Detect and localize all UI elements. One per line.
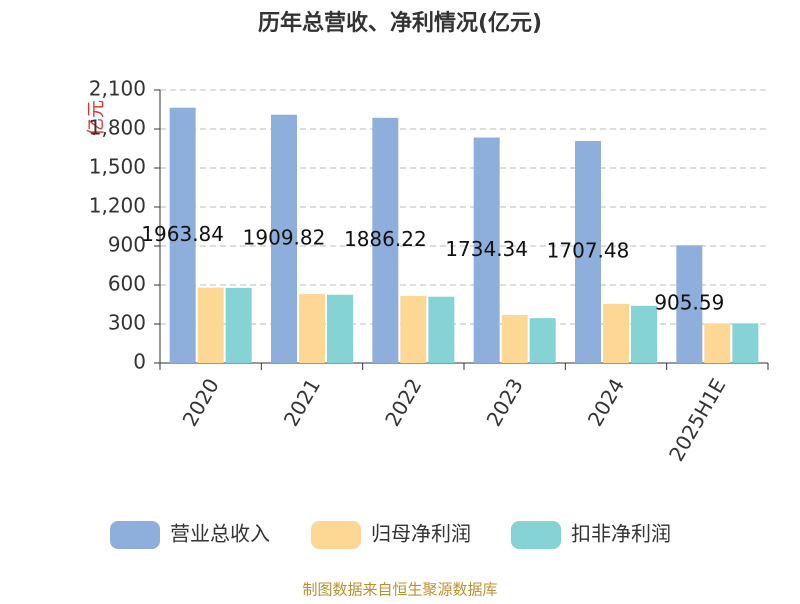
legend-label: 扣非净利润: [571, 522, 671, 546]
source-note: 制图数据来自恒生聚源数据库: [302, 581, 497, 599]
y-tick-label: 600: [108, 272, 146, 296]
chart-title: 历年总营收、净利情况(亿元): [258, 10, 542, 36]
y-tick-label: 2,100: [89, 77, 146, 101]
bar: [372, 117, 399, 363]
x-tick-label: 2024: [583, 374, 629, 430]
bar: [473, 137, 500, 363]
y-tick-label: 1,500: [89, 155, 146, 179]
bar: [501, 314, 528, 363]
legend-label: 营业总收入: [170, 522, 270, 546]
bar: [197, 287, 224, 363]
x-tick-label: 2022: [380, 374, 426, 430]
bar: [327, 294, 353, 363]
data-label: 1963.84: [141, 222, 224, 246]
bar: [299, 294, 325, 363]
data-label: 1886.22: [344, 227, 427, 251]
y-tick-label: 300: [108, 311, 146, 335]
y-tick-label: 1,200: [89, 194, 146, 218]
bar: [676, 245, 703, 363]
data-label: 905.59: [654, 291, 724, 315]
legend-swatch: [311, 521, 361, 549]
data-label: 1909.82: [243, 225, 326, 249]
legend-label: 归母净利润: [371, 522, 471, 546]
data-label: 1707.48: [547, 239, 630, 263]
bar: [529, 318, 556, 363]
legend-swatch: [511, 521, 561, 549]
y-tick-label: 0: [133, 350, 146, 374]
y-tick-label: 900: [108, 233, 146, 257]
x-tick-label: 2023: [482, 374, 528, 430]
legend-swatch: [110, 521, 160, 549]
bar: [732, 323, 759, 363]
bar: [603, 303, 629, 363]
x-tick-label: 2025H1E: [664, 374, 730, 465]
bar: [400, 296, 427, 363]
bar: [631, 305, 657, 363]
x-tick-label: 2020: [178, 374, 224, 430]
bar: [575, 141, 601, 363]
bar: [704, 323, 731, 363]
y-tick-label: 1,800: [89, 116, 146, 140]
bar: [225, 287, 252, 363]
y-axis-label: 亿元: [86, 100, 107, 136]
bar: [428, 296, 455, 363]
data-label: 1734.34: [445, 237, 528, 261]
bar: [271, 114, 297, 364]
bar: [169, 107, 196, 363]
x-tick-label: 2021: [279, 374, 325, 430]
